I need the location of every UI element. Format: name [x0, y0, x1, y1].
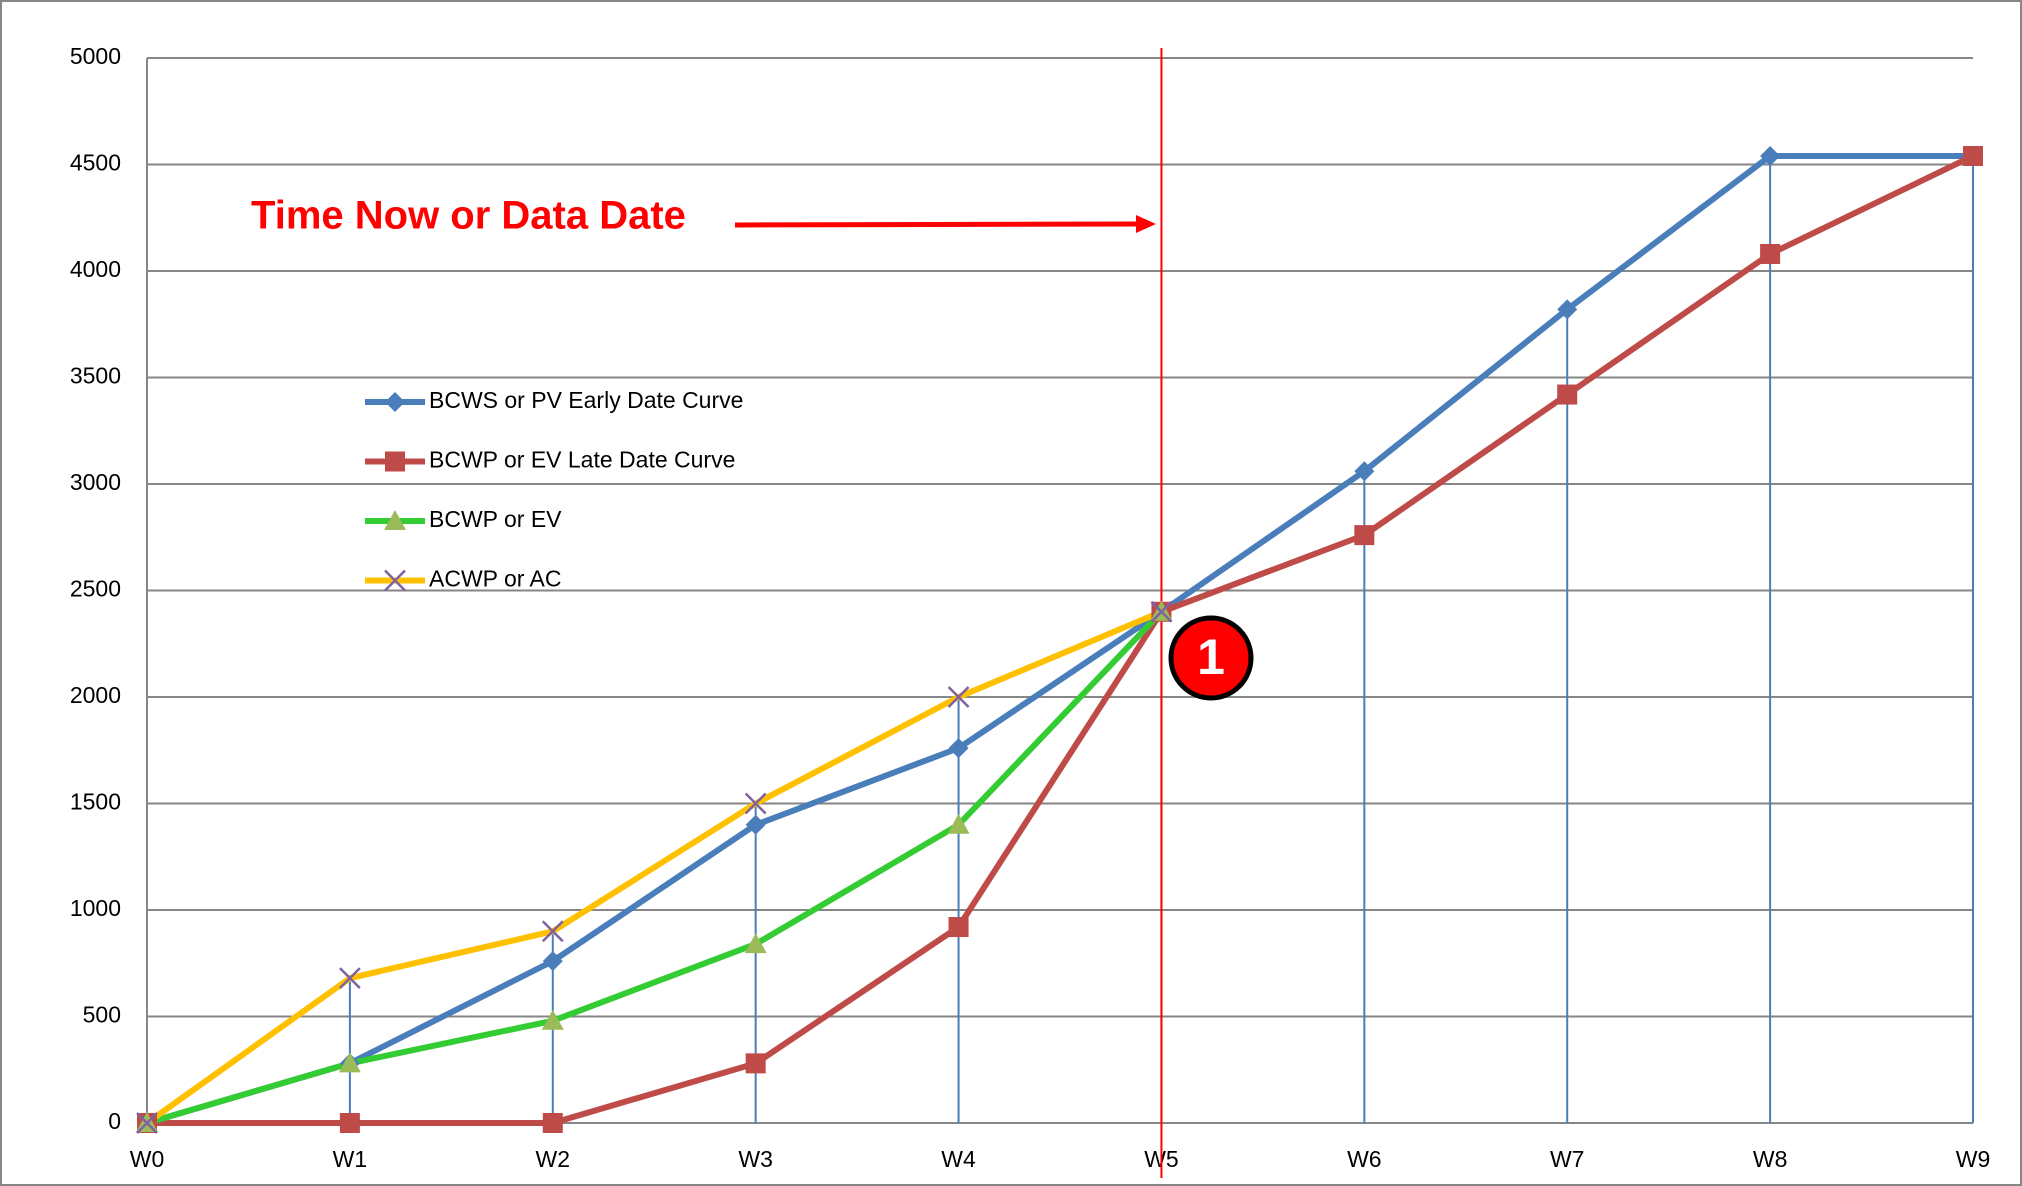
x-tick-label: W4 [941, 1146, 976, 1172]
point-marker [385, 451, 405, 472]
point-marker [385, 392, 405, 412]
y-tick-label: 2500 [70, 576, 121, 602]
point-marker [1557, 384, 1578, 405]
series-line [145, 609, 1163, 1126]
legend-label: ACWP or AC [429, 566, 562, 592]
annotation-arrow [734, 221, 1141, 228]
x-tick-label: W9 [1956, 1146, 1991, 1172]
x-tick-label: W1 [333, 1146, 368, 1172]
callout-label: 1 [1197, 629, 1225, 685]
series-line [146, 609, 1164, 1126]
point-marker [542, 951, 563, 972]
callout-circle [1168, 615, 1254, 701]
annotation-arrowhead [1136, 215, 1156, 233]
point-marker [541, 920, 564, 943]
point-marker [745, 1053, 766, 1074]
point-marker [744, 933, 767, 954]
point-marker [947, 813, 970, 834]
y-tick-label: 5000 [70, 43, 121, 69]
series-line [146, 152, 1973, 1126]
point-marker [339, 967, 361, 990]
x-tick-label: W7 [1550, 1146, 1585, 1172]
point-marker [948, 738, 969, 759]
point-marker [1354, 525, 1375, 546]
y-tick-label: 500 [83, 1002, 121, 1028]
point-marker [1557, 299, 1578, 320]
point-marker [384, 510, 406, 530]
y-tick-label: 3000 [70, 469, 121, 495]
x-tick-label: W8 [1753, 1146, 1788, 1172]
y-tick-label: 1500 [70, 789, 121, 815]
legend-label: BCWS or PV Early Date Curve [429, 387, 743, 413]
point-marker [744, 792, 767, 815]
point-marker [136, 1112, 158, 1134]
point-marker [541, 1009, 564, 1030]
x-tick-label: W2 [536, 1146, 571, 1172]
y-tick-label: 1000 [70, 895, 121, 921]
point-marker [1963, 145, 1983, 166]
annotation: Time Now or Data Date [251, 194, 686, 238]
point-marker [384, 569, 406, 592]
point-marker [339, 1113, 360, 1133]
point-marker [1150, 600, 1173, 623]
y-tick-label: 4000 [70, 256, 121, 282]
point-marker [338, 1052, 361, 1073]
point-marker [1760, 243, 1781, 264]
legend-label: BCWP or EV Late Date Curve [429, 447, 735, 473]
point-marker [948, 917, 969, 938]
point-marker [745, 814, 766, 835]
x-tick-label: W3 [738, 1146, 773, 1172]
legend-label: BCWP or EV [429, 506, 562, 532]
point-marker [1760, 145, 1781, 166]
series-line [147, 153, 1975, 1126]
y-tick-label: 3500 [70, 363, 121, 389]
y-tick-label: 4500 [70, 150, 121, 176]
x-tick-label: W6 [1347, 1146, 1382, 1172]
point-marker [542, 1113, 563, 1133]
point-marker [947, 686, 970, 708]
y-tick-label: 0 [108, 1108, 121, 1134]
y-tick-label: 2000 [70, 682, 121, 708]
point-marker [1354, 461, 1375, 482]
x-tick-label: W0 [130, 1146, 165, 1172]
